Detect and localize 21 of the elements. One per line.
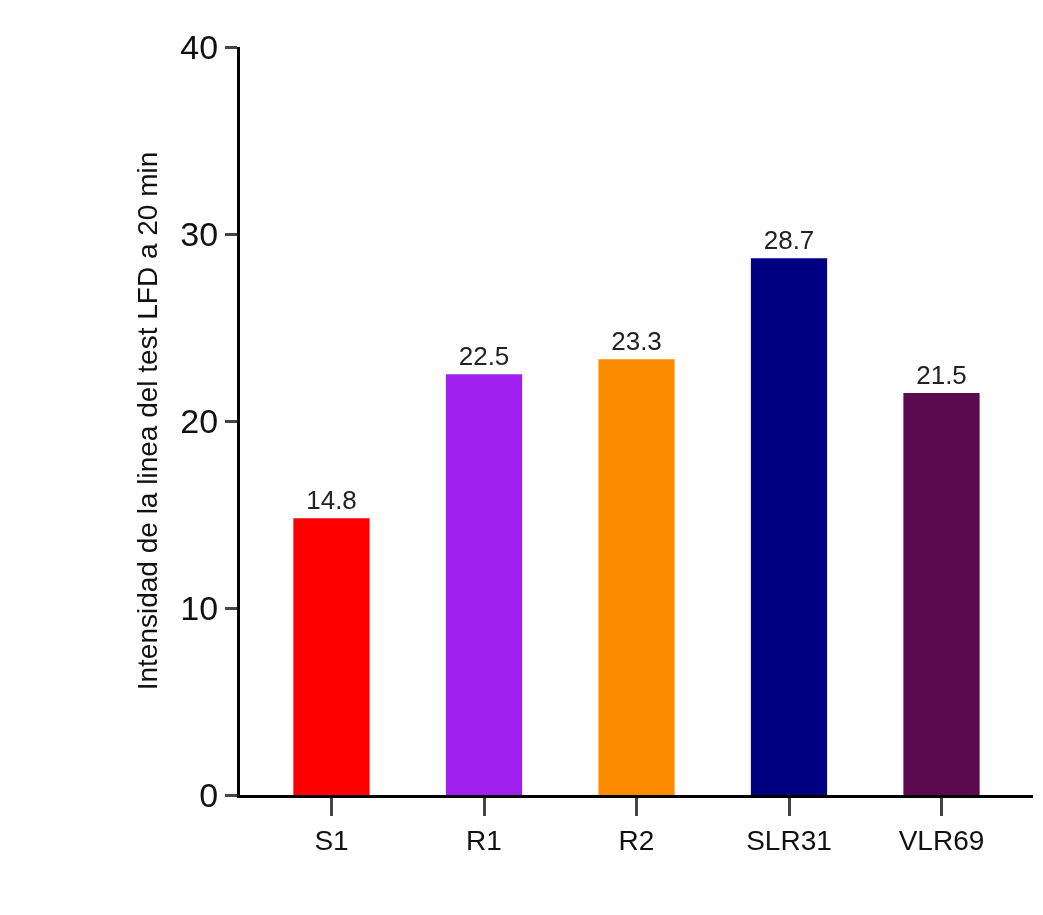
y-tick-label: 20: [180, 401, 219, 440]
data-label: 14.8: [306, 485, 357, 516]
y-tick-label: 0: [199, 775, 219, 814]
bar: [293, 518, 370, 795]
data-label: 22.5: [458, 341, 510, 372]
y-tick-label: 10: [180, 588, 219, 627]
x-tick-label: R2: [618, 824, 655, 856]
data-label: 23.3: [611, 326, 662, 357]
x-tick-label: R1: [466, 824, 502, 856]
bar: [903, 392, 980, 795]
bar: [445, 374, 523, 795]
y-tick-label: 40: [180, 27, 219, 66]
y-axis-title: Intensidad de la linea del test LFD a 20 min: [132, 151, 164, 691]
bar: [598, 359, 675, 795]
y-tick-label: 30: [180, 214, 219, 253]
bar: [750, 258, 828, 795]
x-tick-label: S1: [314, 824, 349, 856]
x-tick-label: SLR31: [746, 824, 832, 856]
x-tick-label: VLR69: [898, 824, 985, 856]
data-label: 21.5: [916, 359, 967, 390]
data-label: 28.7: [763, 225, 815, 256]
